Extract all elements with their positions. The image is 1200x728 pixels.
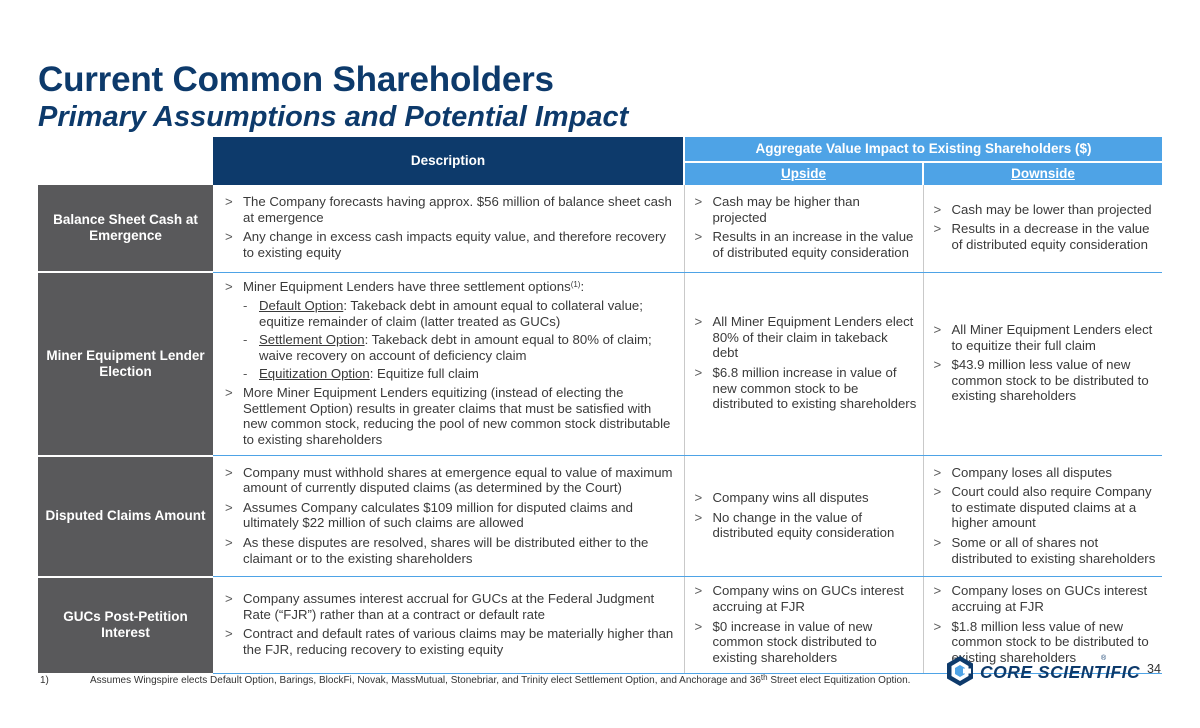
list-item: All Miner Equipment Lenders elect 80% of… [695,314,917,361]
list-item: $43.9 million less value of new common s… [934,357,1157,404]
registered-mark: ® [1101,655,1107,662]
list-item: Company wins all disputes [695,490,917,506]
list-item: Equitization Option: Equitize full claim [225,366,678,382]
list-item: The Company forecasts having approx. $56… [225,194,678,225]
equitization-option-label: Equitization Option [259,366,370,382]
list-item: Company wins on GUCs interest accruing a… [695,583,917,614]
page-title: Current Common Shareholders [38,60,554,99]
list-item: Default Option: Takeback debt in amount … [225,298,678,329]
logo-wordmark: CORE SCIENTIFIC [980,662,1141,682]
upside-cell: All Miner Equipment Lenders elect 80% of… [684,272,924,457]
header-upside: Upside [684,162,924,185]
list-item: Company loses on GUCs interest accruing … [934,583,1157,614]
upside-cell: Company wins all disputes No change in t… [684,455,924,578]
description-cell: Company assumes interest accrual for GUC… [213,576,685,675]
header-downside: Downside [923,162,1162,185]
list-item: Results in an increase in the value of d… [695,229,917,260]
settlement-option-label: Settlement Option [259,332,365,348]
table-row: Balance Sheet Cash at Emergence The Comp… [38,185,1162,273]
downside-cell: Company loses all disputes Court could a… [923,455,1162,578]
table-corner [38,137,213,185]
footnote: 1) Assumes Wingspire elects Default Optio… [40,673,911,686]
upside-cell: Cash may be higher than projected Result… [684,185,924,273]
footnote-text-end: Street elect Equitization Option. [767,675,911,686]
list-item: As these disputes are resolved, shares w… [225,535,678,566]
downside-cell: Cash may be lower than projected Results… [923,185,1162,273]
list-item: Contract and default rates of various cl… [225,626,678,657]
header-description: Description [213,137,685,185]
core-scientific-logo: CORE SCIENTIFIC ® [944,655,1140,687]
hexagon-logo-icon [947,656,973,686]
list-item: Company assumes interest accrual for GUC… [225,591,678,622]
downside-cell: All Miner Equipment Lenders elect to equ… [923,272,1162,457]
footnote-text: Assumes Wingspire elects Default Option,… [90,675,761,686]
assumptions-table: Description Aggregate Value Impact to Ex… [38,137,1162,675]
equitization-option-text: : Equitize full claim [369,366,479,382]
list-item: Company loses all disputes [934,465,1157,481]
header-aggregate: Aggregate Value Impact to Existing Share… [684,137,1162,163]
list-item: Settlement Option: Takeback debt in amou… [225,332,678,363]
list-item: $6.8 million increase in value of new co… [695,365,917,412]
list-item: No change in the value of distributed eq… [695,510,917,541]
table-row: GUCs Post-Petition Interest Company assu… [38,576,1162,675]
list-item: Company must withhold shares at emergenc… [225,465,678,496]
default-option-label: Default Option [259,298,344,314]
list-item: Assumes Company calculates $109 million … [225,500,678,531]
list-item: All Miner Equipment Lenders elect to equ… [934,322,1157,353]
description-cell: Miner Equipment Lenders have three settl… [213,272,685,457]
row-label: Balance Sheet Cash at Emergence [38,185,213,273]
list-item: Miner Equipment Lenders have three settl… [225,279,678,295]
list-item: Some or all of shares not distributed to… [934,535,1157,566]
list-item: Results in a decrease in the value of di… [934,221,1157,252]
footnote-ref: (1) [570,279,581,289]
row-label: Miner Equipment Lender Election [38,272,213,457]
table-row: Disputed Claims Amount Company must with… [38,455,1162,578]
list-item: $1.8 million less value of new common st… [934,619,1157,666]
footnote-superscript: th [760,673,768,682]
page-number: 34 [1147,662,1161,676]
list-item: Cash may be higher than projected [695,194,917,225]
settlement-options-intro: Miner Equipment Lenders have three settl… [243,278,571,294]
list-item: Cash may be lower than projected [934,202,1157,218]
list-item: More Miner Equipment Lenders equitizing … [225,385,678,447]
row-label: Disputed Claims Amount [38,455,213,578]
default-option-text: : Takeback debt in amount equal to colla… [259,298,643,329]
list-item: $0 increase in value of new common stock… [695,619,917,666]
page-subtitle: Primary Assumptions and Potential Impact [38,101,629,133]
settlement-option-text: : Takeback debt in amount equal to 80% o… [259,332,652,363]
intro-colon: : [580,278,585,294]
upside-cell: Company wins on GUCs interest accruing a… [684,576,924,675]
table-row: Miner Equipment Lender Election Miner Eq… [38,272,1162,457]
description-cell: Company must withhold shares at emergenc… [213,455,685,578]
description-cell: The Company forecasts having approx. $56… [213,185,685,273]
row-label: GUCs Post-Petition Interest [38,576,213,675]
list-item: Court could also require Company to esti… [934,484,1157,531]
list-item: Any change in excess cash impacts equity… [225,229,678,260]
footnote-number: 1) [40,675,49,686]
